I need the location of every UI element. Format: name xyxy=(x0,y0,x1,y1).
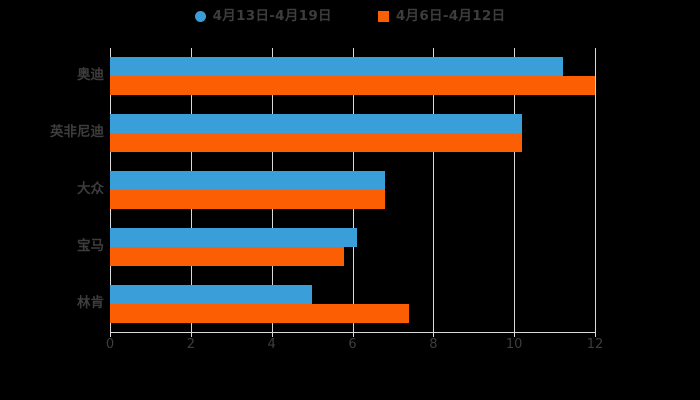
bar-0[interactable] xyxy=(110,227,357,247)
x-axis-tick xyxy=(352,332,354,337)
x-axis-tick-label: 6 xyxy=(348,337,357,352)
chart-legend: 4月13日-4月19日 4月6日-4月12日 xyxy=(0,8,700,24)
bar-1[interactable] xyxy=(110,76,595,96)
bar-1[interactable] xyxy=(110,246,345,266)
bar-1[interactable] xyxy=(110,190,385,209)
x-axis-tick xyxy=(271,332,273,337)
bar-0[interactable] xyxy=(110,284,313,304)
bar-group xyxy=(110,284,595,323)
bar-group xyxy=(110,227,595,266)
bar-1[interactable] xyxy=(110,133,523,153)
bar-0[interactable] xyxy=(110,171,385,190)
bar-1[interactable] xyxy=(110,303,410,323)
bar-group xyxy=(110,171,595,209)
bar-0[interactable] xyxy=(110,114,523,134)
legend-label-series-0: 4月13日-4月19日 xyxy=(212,8,332,24)
x-axis-tick-label: 0 xyxy=(105,337,115,352)
y-axis-labels: 奥迪英非尼迪大众宝马林肯 xyxy=(0,48,104,332)
plot-area xyxy=(110,48,596,337)
y-axis-label: 奥迪 xyxy=(77,67,104,84)
x-axis-tick-label: 10 xyxy=(505,337,523,352)
gridline xyxy=(595,48,596,332)
bar-0[interactable] xyxy=(110,57,563,77)
x-axis-tick-label: 12 xyxy=(586,337,604,352)
legend-item-series-0[interactable]: 4月13日-4月19日 xyxy=(194,8,332,24)
x-axis-tick xyxy=(110,332,111,337)
x-axis-tick xyxy=(190,332,192,337)
y-axis-label: 林肯 xyxy=(77,294,104,311)
legend-item-series-1[interactable]: 4月6日-4月12日 xyxy=(377,8,506,24)
legend-label-series-1: 4月6日-4月12日 xyxy=(395,8,506,24)
x-axis-tick-label: 2 xyxy=(186,337,195,352)
gridline xyxy=(433,48,435,332)
x-axis-tick-label: 8 xyxy=(429,337,438,352)
x-axis-tick xyxy=(595,332,596,337)
bar-group xyxy=(110,114,595,153)
x-axis-tick-label: 4 xyxy=(267,337,276,352)
legend-swatch-circle-icon xyxy=(194,11,206,23)
y-axis-label: 英非尼迪 xyxy=(50,124,104,141)
x-axis-tick xyxy=(514,332,516,337)
x-axis-tick xyxy=(433,332,435,337)
y-axis-label: 大众 xyxy=(77,181,104,197)
gridline xyxy=(514,48,516,332)
legend-swatch-square-icon xyxy=(377,11,389,23)
bar-group xyxy=(110,57,595,96)
y-axis-label: 宝马 xyxy=(77,237,104,254)
